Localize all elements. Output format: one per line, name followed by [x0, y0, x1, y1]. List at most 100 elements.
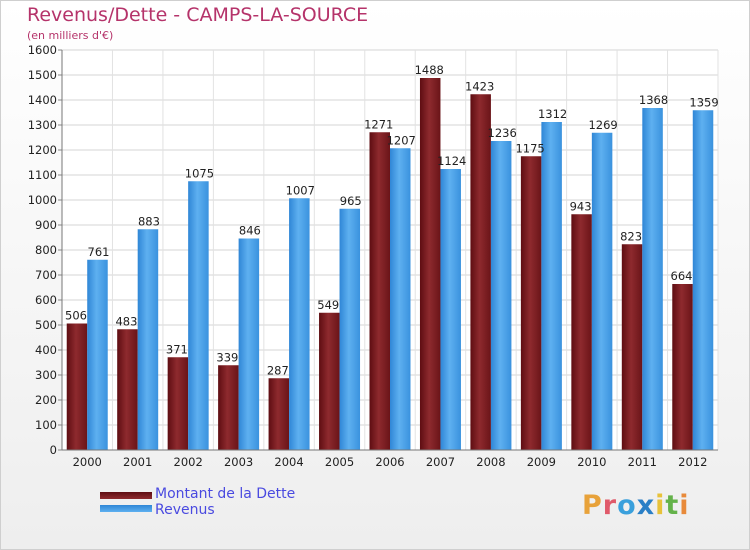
- bar-dette: [319, 312, 340, 450]
- value-label-dette: 943: [570, 199, 592, 213]
- value-label-revenus: 1007: [286, 183, 315, 197]
- x-tick-label: 2004: [274, 455, 303, 469]
- value-label-dette: 823: [620, 229, 642, 243]
- value-label-revenus: 1312: [538, 107, 567, 121]
- x-tick-label: 2000: [73, 455, 102, 469]
- bar-revenus: [188, 181, 209, 450]
- value-label-dette: 1175: [515, 141, 544, 155]
- x-tick-label: 2002: [174, 455, 203, 469]
- logo-letter: i: [679, 490, 690, 521]
- bar-dette: [419, 78, 441, 450]
- value-label-dette: 339: [216, 350, 238, 364]
- bar-dette: [167, 357, 189, 450]
- bar-revenus: [137, 229, 159, 450]
- bar-revenus: [692, 110, 714, 450]
- proxiti-logo: Proxiti: [582, 490, 690, 521]
- x-tick-label: 2011: [628, 455, 657, 469]
- y-tick-label: 1600: [28, 43, 57, 57]
- bar-revenus: [541, 122, 562, 450]
- bar-revenus: [390, 148, 411, 450]
- bar-dette: [268, 378, 290, 450]
- legend-swatch-revenus: [100, 505, 152, 512]
- logo-letter: t: [665, 490, 680, 521]
- x-tick-label: 2005: [325, 455, 354, 469]
- value-label-dette: 371: [166, 342, 188, 356]
- value-label-dette: 483: [115, 314, 137, 328]
- bar-dette: [218, 365, 239, 450]
- value-label-dette: 1488: [415, 63, 444, 77]
- value-label-dette: 1423: [465, 79, 494, 93]
- legend-label-debt: Montant de la Dette: [155, 486, 296, 502]
- value-label-revenus: 1075: [185, 166, 214, 180]
- bar-revenus: [87, 259, 108, 450]
- bar-dette: [369, 132, 390, 450]
- axis-layer: 0 100 200 300 400 500 600 700 800 900 1000 1100 1200…: [28, 43, 718, 469]
- x-tick-label: 2010: [577, 455, 606, 469]
- value-label-dette: 506: [65, 309, 87, 323]
- chart-subtitle: (en milliers d'€): [27, 29, 114, 42]
- x-tick-label: 2006: [375, 455, 404, 469]
- bar-revenus: [591, 132, 613, 450]
- value-label-revenus: 1207: [387, 133, 416, 147]
- value-label-revenus: 846: [239, 224, 261, 238]
- labels-layer: 506 761 483 883 371 1075 339 846 287 1007 549 965 12…: [65, 63, 719, 377]
- logo-letter: i: [655, 490, 666, 521]
- value-label-dette: 549: [317, 298, 339, 312]
- legend-label-revenus: Revenus: [155, 502, 215, 518]
- bar-revenus: [238, 238, 260, 450]
- value-label-dette: 1271: [364, 117, 393, 131]
- value-label-revenus: 1359: [689, 95, 718, 109]
- bar-dette: [621, 244, 643, 450]
- value-label-revenus: 1124: [437, 154, 466, 168]
- bar-revenus: [490, 141, 512, 450]
- bar-revenus: [440, 169, 461, 450]
- chart-title: Revenus/Dette - CAMPS-LA-SOURCE: [27, 4, 369, 26]
- bar-dette: [520, 156, 542, 450]
- y-tick-label: 400: [35, 343, 57, 357]
- x-tick-label: 2003: [224, 455, 253, 469]
- value-label-revenus: 1236: [488, 126, 517, 140]
- y-tick-label: 200: [35, 393, 57, 407]
- bar-revenus: [339, 208, 361, 450]
- y-tick-label: 300: [35, 368, 57, 382]
- bar-revenus: [289, 198, 310, 450]
- bar-dette: [571, 214, 592, 450]
- x-tick-label: 2009: [527, 455, 556, 469]
- bar-dette: [470, 94, 491, 450]
- y-tick-label: 1000: [28, 193, 57, 207]
- x-tick-label: 2001: [123, 455, 152, 469]
- x-tick-label: 2007: [426, 455, 455, 469]
- x-tick-label: 2012: [678, 455, 707, 469]
- y-tick-label: 1400: [28, 93, 57, 107]
- bar-revenus: [642, 108, 663, 450]
- y-tick-label: 600: [35, 293, 57, 307]
- bar-dette: [66, 323, 88, 450]
- logo-letter: P: [582, 490, 603, 521]
- value-label-revenus: 883: [138, 214, 160, 228]
- value-label-revenus: 965: [340, 194, 362, 208]
- logo-letter: r: [602, 490, 618, 521]
- y-tick-label: 1100: [28, 168, 57, 182]
- value-label-revenus: 1368: [639, 93, 668, 107]
- y-tick-label: 1500: [28, 68, 57, 82]
- y-tick-label: 1200: [28, 143, 57, 157]
- y-tick-label: 800: [35, 243, 57, 257]
- value-label-revenus: 1269: [588, 118, 617, 132]
- y-tick-label: 700: [35, 268, 57, 282]
- value-label-revenus: 761: [88, 245, 110, 259]
- y-tick-label: 900: [35, 218, 57, 232]
- logo-letter: o: [617, 490, 637, 521]
- y-tick-label: 1300: [28, 118, 57, 132]
- y-tick-label: 0: [50, 443, 57, 457]
- x-tick-label: 2008: [476, 455, 505, 469]
- logo-letter: x: [636, 490, 656, 521]
- y-tick-label: 100: [35, 418, 57, 432]
- legend-swatch-debt: [100, 492, 152, 499]
- y-tick-label: 500: [35, 318, 57, 332]
- bars-layer: [66, 78, 714, 450]
- value-label-dette: 664: [671, 269, 693, 283]
- bar-dette: [672, 284, 693, 450]
- value-label-dette: 287: [267, 363, 289, 377]
- bar-dette: [117, 329, 138, 450]
